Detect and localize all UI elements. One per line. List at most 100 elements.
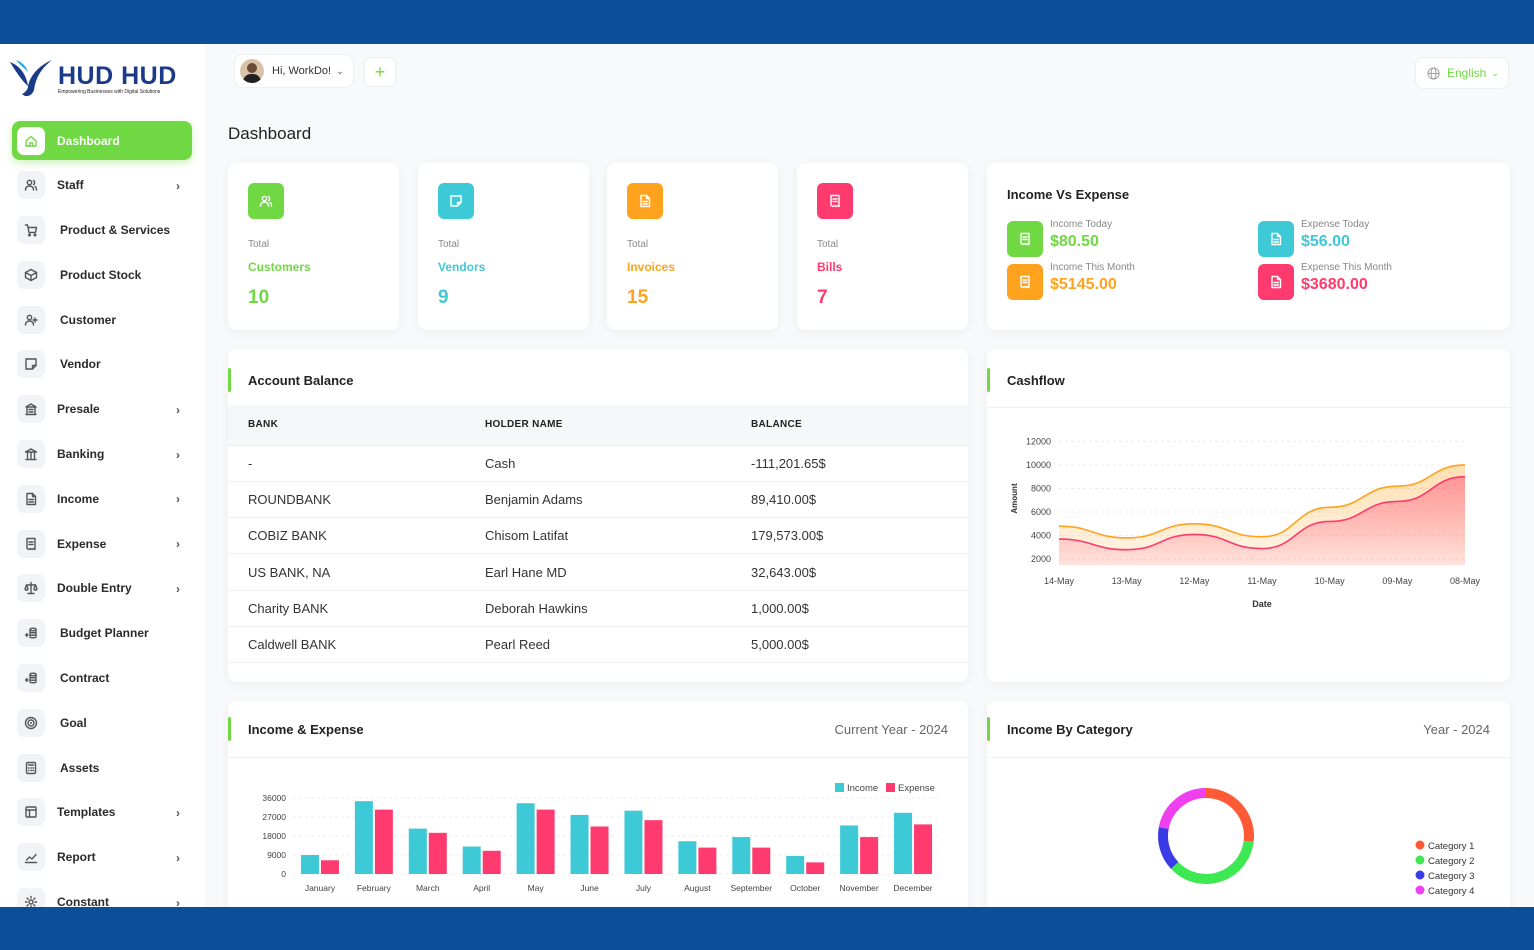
stat-card-customers[interactable]: Total Customers 10 — [228, 163, 399, 330]
bar-income-march[interactable] — [408, 828, 427, 874]
y-tick-label: 9000 — [267, 850, 286, 860]
sidebar-item-contract[interactable]: Contract — [12, 659, 192, 698]
sidebar-item-product-stock[interactable]: Product Stock — [12, 255, 192, 294]
bar-income-february[interactable] — [354, 801, 373, 874]
sidebar-item-label: Customer — [60, 312, 117, 327]
legend-label[interactable]: Category 4 — [1428, 886, 1474, 897]
sidebar-item-expense[interactable]: Expense › — [12, 524, 192, 563]
column-header[interactable]: HOLDER NAME — [465, 405, 731, 445]
legend-label[interactable]: Category 2 — [1428, 856, 1474, 867]
income-by-category-chart: Category 1 Category 2 Category 3 Category 4 — [1158, 788, 1474, 897]
x-tick-label: December — [893, 883, 932, 893]
x-tick-label: 10-May — [1315, 576, 1346, 586]
sidebar-item-templates[interactable]: Templates › — [12, 793, 192, 832]
bar-expense-may[interactable] — [536, 809, 555, 874]
stat-name: Vendors — [438, 260, 486, 274]
bar-expense-december[interactable] — [914, 824, 933, 874]
table-cell: - — [228, 444, 465, 482]
language-selector[interactable]: English ⌄ — [1415, 57, 1509, 89]
bar-expense-march[interactable] — [428, 832, 447, 874]
bar-income-august[interactable] — [678, 841, 697, 874]
bar-income-july[interactable] — [624, 810, 643, 874]
legend-label[interactable]: Category 3 — [1428, 871, 1474, 882]
sidebar-icon — [17, 305, 45, 334]
sidebar-icon — [17, 350, 45, 379]
sidebar-icon — [17, 708, 45, 737]
brand-logo[interactable]: HUD HUD Empowering Businesses with Digit… — [8, 56, 188, 100]
sidebar-item-customer[interactable]: Customer — [12, 300, 192, 339]
sidebar-item-report[interactable]: Report › — [12, 838, 192, 877]
bar-expense-october[interactable] — [806, 862, 825, 874]
legend-label[interactable]: Income — [847, 783, 878, 794]
x-tick-label: January — [305, 883, 336, 893]
bar-expense-april[interactable] — [482, 850, 501, 874]
receipt-icon — [1020, 232, 1030, 246]
bar-expense-january[interactable] — [320, 860, 339, 874]
bar-income-april[interactable] — [462, 846, 481, 874]
bar-expense-february[interactable] — [374, 809, 393, 874]
chevron-right-icon: › — [176, 447, 180, 462]
bar-income-june[interactable] — [570, 814, 589, 874]
column-header[interactable]: BANK — [228, 405, 465, 445]
sidebar-item-label: Report — [57, 850, 96, 865]
table-cell: 32,643.00$ — [731, 553, 968, 591]
legend-label[interactable]: Category 1 — [1428, 841, 1474, 852]
bar-expense-august[interactable] — [698, 847, 717, 874]
summary-income-today: Income Today $80.50 — [1007, 219, 1112, 257]
bar-income-september[interactable] — [732, 837, 751, 874]
sidebar-item-product-services[interactable]: Product & Services — [12, 211, 192, 250]
sidebar-item-goal[interactable]: Goal — [12, 703, 192, 742]
sidebar-icon — [17, 753, 45, 782]
sidebar-item-budget-planner[interactable]: Budget Planner — [12, 614, 192, 653]
sidebar-item-assets[interactable]: Assets — [12, 748, 192, 787]
sidebar-item-label: Goal — [60, 715, 87, 730]
column-header[interactable]: BALANCE — [731, 405, 968, 445]
sidebar-item-income[interactable]: Income › — [12, 479, 192, 518]
slice-category-4[interactable] — [1158, 788, 1207, 830]
bar-expense-july[interactable] — [644, 820, 663, 874]
table-cell: 5,000.00$ — [731, 625, 968, 664]
table-row: ROUNDBANK Benjamin Adams 89,410.00$ — [228, 480, 968, 518]
chevron-right-icon: › — [176, 805, 180, 820]
coins-icon — [24, 627, 37, 639]
table-cell: Deborah Hawkins — [465, 589, 731, 627]
page-title: Dashboard — [228, 124, 312, 143]
sidebar-item-banking[interactable]: Banking › — [12, 435, 192, 474]
sidebar-item-constant[interactable]: Constant › — [12, 883, 192, 907]
card-title: Account Balance — [248, 373, 354, 388]
slice-category-3[interactable] — [1158, 827, 1179, 869]
table-cell: Chisom Latifat — [465, 517, 731, 554]
box-icon — [24, 268, 38, 282]
bar-income-january[interactable] — [300, 855, 319, 874]
sidebar-item-staff[interactable]: Staff › — [12, 166, 192, 205]
chevron-right-icon: › — [176, 895, 180, 907]
y-tick-label: 36000 — [262, 793, 286, 803]
user-menu[interactable]: Hi, WorkDo! ⌄ — [234, 54, 354, 88]
stat-name: Invoices — [627, 260, 676, 274]
sidebar-item-double-entry[interactable]: Double Entry › — [12, 569, 192, 608]
stat-name: Bills — [817, 260, 843, 274]
sidebar-item-dashboard[interactable]: Dashboard — [12, 121, 192, 160]
x-tick-label: 14-May — [1044, 576, 1075, 586]
bar-expense-september[interactable] — [752, 847, 771, 874]
bar-expense-november[interactable] — [860, 837, 879, 874]
slice-category-2[interactable] — [1171, 840, 1254, 884]
stat-card-invoices[interactable]: Total Invoices 15 — [607, 163, 778, 330]
sidebar-item-vendor[interactable]: Vendor — [12, 345, 192, 384]
bar-income-october[interactable] — [786, 856, 805, 874]
sidebar-item-label: Vendor — [60, 357, 101, 372]
slice-category-1[interactable] — [1205, 788, 1254, 843]
bar-expense-june[interactable] — [590, 826, 609, 875]
accent-bar — [228, 717, 231, 741]
stat-card-bills[interactable]: Total Bills 7 — [797, 163, 968, 330]
bar-income-december[interactable] — [894, 812, 913, 874]
add-button[interactable]: + — [364, 57, 396, 87]
accent-bar — [228, 368, 231, 392]
sidebar-item-presale[interactable]: Presale › — [12, 390, 192, 429]
sidebar-icon — [17, 216, 45, 245]
sidebar-icon — [17, 888, 45, 907]
bar-income-november[interactable] — [840, 825, 859, 874]
legend-label[interactable]: Expense — [898, 783, 935, 794]
stat-card-vendors[interactable]: Total Vendors 9 — [418, 163, 589, 330]
bar-income-may[interactable] — [516, 803, 535, 874]
